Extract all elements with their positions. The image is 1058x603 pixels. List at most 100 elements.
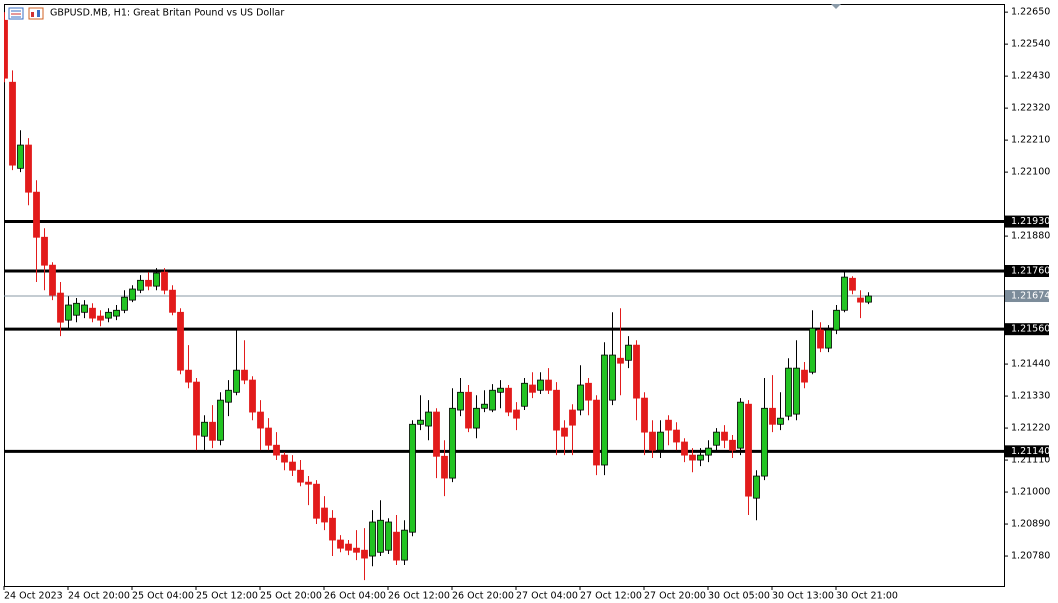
plot-frame: [4, 4, 1005, 587]
candle-body: [569, 409, 576, 426]
candle-body: [305, 481, 312, 485]
candle-body: [665, 419, 672, 431]
candle-body: [801, 369, 808, 383]
y-tick-label: 1.22650: [1011, 7, 1050, 18]
y-tick-label: 1.21110: [1011, 455, 1050, 466]
candle-body: [841, 276, 848, 311]
candle-body: [561, 427, 568, 437]
candle-body: [49, 264, 56, 296]
candle-body: [257, 411, 264, 429]
candle-body: [105, 311, 112, 319]
candle-body: [497, 387, 504, 393]
x-tick-label: 26 Oct 04:00: [324, 591, 386, 602]
candle-body: [753, 475, 760, 499]
candle-body: [489, 389, 496, 411]
candle-body: [593, 399, 600, 466]
candle-body: [417, 419, 424, 425]
candle-body: [377, 519, 384, 553]
candle-body: [393, 531, 400, 561]
candle-body: [785, 367, 792, 417]
candle-body: [337, 539, 344, 549]
candle-body: [481, 403, 488, 409]
level-label: 1.21930: [1011, 216, 1050, 227]
candle-body: [169, 289, 176, 313]
candle-body: [241, 369, 248, 381]
x-tick-label: 24 Oct 20:00: [68, 591, 130, 602]
x-tick-label: 25 Oct 04:00: [132, 591, 194, 602]
candle-body: [233, 369, 240, 393]
candle-body: [297, 469, 304, 483]
y-tick-label: 1.22100: [1011, 167, 1050, 178]
candle-body: [777, 417, 784, 425]
candle-body: [673, 429, 680, 443]
candle-body: [817, 329, 824, 349]
candle-body: [537, 379, 544, 391]
current-price-box: [1005, 290, 1049, 303]
y-tick-label: 1.22320: [1011, 103, 1050, 114]
candle-body: [689, 454, 696, 461]
level-box: [1005, 215, 1049, 228]
candle-body: [545, 379, 552, 391]
candle-body: [441, 455, 448, 479]
x-tick-label: 25 Oct 20:00: [260, 591, 322, 602]
candle-body: [601, 354, 608, 466]
y-tick-label: 1.20780: [1011, 551, 1050, 562]
candle-body: [113, 309, 120, 317]
candle-body: [793, 367, 800, 415]
y-tick-label: 1.21000: [1011, 487, 1050, 498]
candle-body: [761, 407, 768, 477]
level-box: [1005, 265, 1049, 278]
candle-body: [825, 329, 832, 349]
candle-body: [217, 399, 224, 441]
y-tick-label: 1.21880: [1011, 231, 1050, 242]
icon[interactable]: [28, 7, 44, 20]
candle-body: [4, 19, 8, 79]
chart-title: GBPUSD.MB, H1: Great Britan Pound vs US …: [50, 8, 284, 19]
candle-body: [609, 354, 616, 401]
candle-body: [529, 384, 536, 393]
candle-body: [209, 421, 216, 441]
candle-body: [81, 304, 88, 313]
candle-body: [153, 272, 160, 287]
candle-body: [729, 439, 736, 451]
candle-body: [865, 295, 872, 303]
x-tick-label: 27 Oct 04:00: [516, 591, 578, 602]
candle-body: [369, 521, 376, 557]
candle-body: [553, 389, 560, 431]
x-tick-label: 24 Oct 2023: [4, 591, 63, 602]
y-tick-label: 1.21440: [1011, 359, 1050, 370]
header-icons: [8, 7, 44, 20]
candle-body: [33, 191, 40, 238]
candle-body: [633, 344, 640, 399]
candle-body: [281, 454, 288, 463]
x-tick-label: 25 Oct 12:00: [196, 591, 258, 602]
candle-body: [697, 454, 704, 461]
candle-body: [201, 421, 208, 437]
candle-body: [721, 431, 728, 441]
candle-body: [625, 344, 632, 361]
candle-body: [513, 409, 520, 419]
shift-marker[interactable]: [831, 4, 841, 9]
candle-body: [745, 403, 752, 497]
candle-body: [849, 277, 856, 291]
x-tick-label: 27 Oct 20:00: [644, 591, 706, 602]
y-tick-label: 1.21330: [1011, 391, 1050, 402]
candle-body: [313, 483, 320, 519]
candle-body: [385, 521, 392, 551]
x-tick-label: 26 Oct 12:00: [388, 591, 450, 602]
candle-body: [409, 423, 416, 533]
candle-body: [353, 547, 360, 553]
level-label: 1.21140: [1011, 446, 1050, 457]
candle-body: [449, 407, 456, 479]
level-label: 1.21560: [1011, 324, 1050, 335]
candle-body: [617, 357, 624, 364]
x-tick-label: 30 Oct 05:00: [708, 591, 770, 602]
x-tick-label: 30 Oct 21:00: [836, 591, 898, 602]
candle-body: [177, 311, 184, 371]
candle-body: [25, 144, 32, 193]
candle-body: [329, 517, 336, 541]
candle-body: [225, 389, 232, 403]
candle-body: [681, 441, 688, 456]
candle-body: [185, 369, 192, 383]
